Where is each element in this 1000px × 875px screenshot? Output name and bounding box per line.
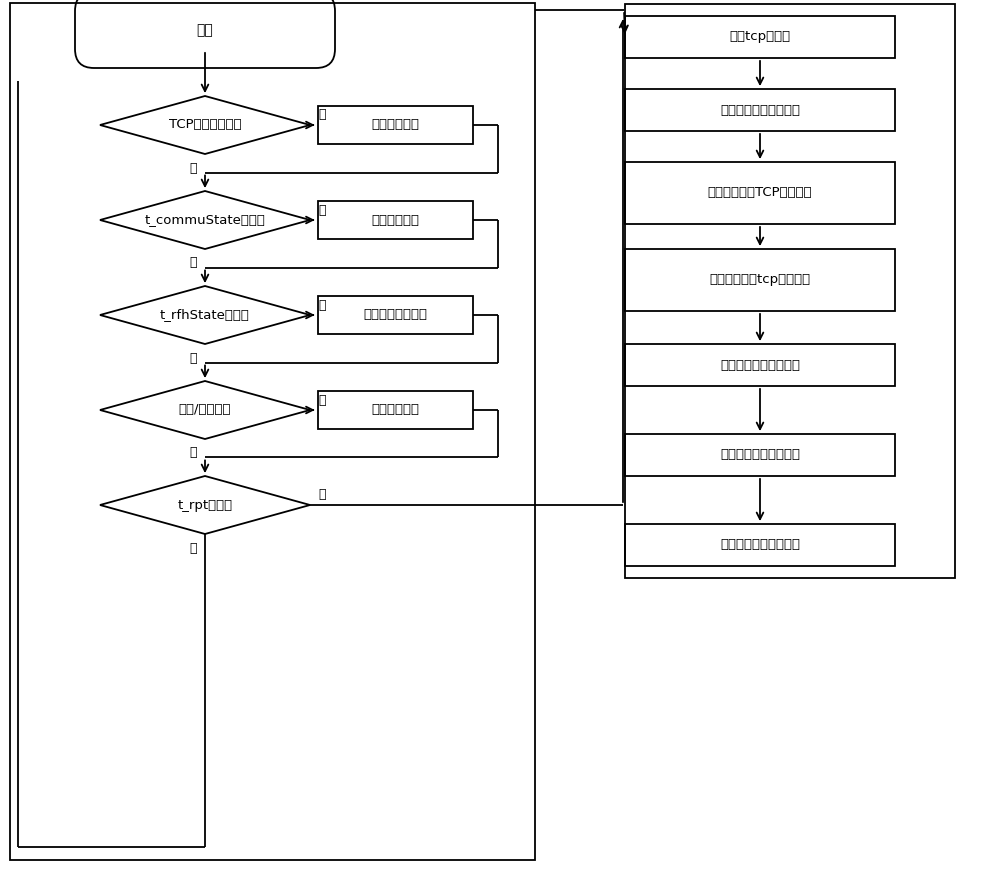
Bar xyxy=(625,434,895,476)
Text: 报告遥测数据无效次数: 报告遥测数据无效次数 xyxy=(720,449,800,461)
Text: 否: 否 xyxy=(189,446,197,459)
Bar xyxy=(318,391,473,429)
Bar xyxy=(625,162,895,224)
Bar xyxy=(625,524,895,566)
Text: 报告报文结构错误次数: 报告报文结构错误次数 xyxy=(720,103,800,116)
Text: 是: 是 xyxy=(318,298,326,311)
Text: t_rpt超时？: t_rpt超时？ xyxy=(177,499,233,512)
Bar xyxy=(318,296,473,334)
Text: 遥控/调失败？: 遥控/调失败？ xyxy=(179,403,231,416)
Polygon shape xyxy=(100,191,310,249)
Text: 报告遥测刷新状态: 报告遥测刷新状态 xyxy=(363,309,427,321)
Text: 报告过程失败: 报告过程失败 xyxy=(371,403,419,416)
Bar xyxy=(625,344,895,386)
Bar xyxy=(318,201,473,239)
Bar xyxy=(318,106,473,144)
Polygon shape xyxy=(100,476,310,534)
Bar xyxy=(625,4,955,578)
Polygon shape xyxy=(100,381,310,439)
Text: 报告通信状态: 报告通信状态 xyxy=(371,118,419,131)
Text: 否: 否 xyxy=(318,108,326,122)
Text: 报告遥测数据溢出次数: 报告遥测数据溢出次数 xyxy=(720,538,800,551)
FancyBboxPatch shape xyxy=(75,0,335,68)
Text: 报告通信状态: 报告通信状态 xyxy=(371,214,419,227)
Text: 报告tcp连接数: 报告tcp连接数 xyxy=(729,31,791,44)
Bar xyxy=(625,89,895,131)
Text: t_commuState超时？: t_commuState超时？ xyxy=(145,214,265,227)
Text: 是: 是 xyxy=(318,488,326,501)
Text: 是: 是 xyxy=(189,162,197,174)
Text: 否: 否 xyxy=(189,256,197,270)
Text: 是: 是 xyxy=(318,394,326,407)
Polygon shape xyxy=(100,96,310,154)
Text: TCP连接都存在？: TCP连接都存在？ xyxy=(169,118,241,131)
Text: 报告子站关闭tcp连接次数: 报告子站关闭tcp连接次数 xyxy=(709,274,811,286)
Text: 报告遥信数据无效次数: 报告遥信数据无效次数 xyxy=(720,359,800,372)
Bar xyxy=(625,16,895,58)
Text: 开始: 开始 xyxy=(197,23,213,37)
Text: 是: 是 xyxy=(318,204,326,216)
Bar xyxy=(625,249,895,311)
Text: 报告主站关闭TCP连接次数: 报告主站关闭TCP连接次数 xyxy=(708,186,812,200)
Bar xyxy=(10,3,535,860)
Text: t_rfhState超时？: t_rfhState超时？ xyxy=(160,309,250,321)
Text: 否: 否 xyxy=(189,352,197,365)
Polygon shape xyxy=(100,286,310,344)
Text: 否: 否 xyxy=(189,542,197,555)
